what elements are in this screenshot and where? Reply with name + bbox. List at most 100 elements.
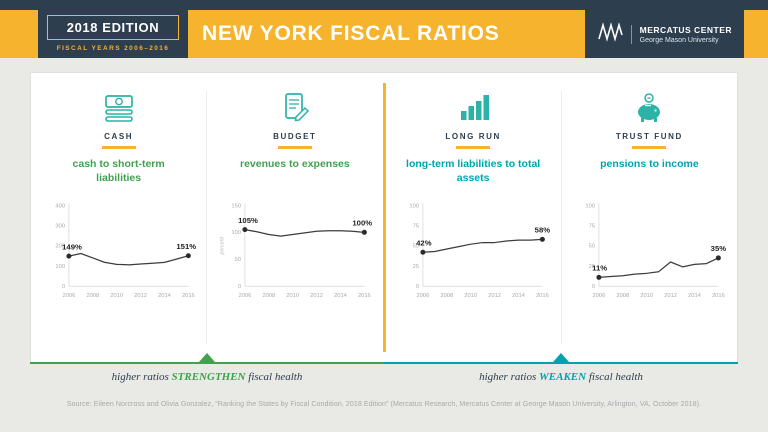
- svg-text:2012: 2012: [488, 293, 501, 299]
- weaken-half: LONG RUN long-term liabilities to total …: [386, 73, 738, 362]
- svg-text:2014: 2014: [334, 293, 348, 299]
- center-gold-divider: [382, 83, 386, 352]
- svg-text:25: 25: [413, 264, 419, 270]
- svg-text:58%: 58%: [535, 226, 551, 235]
- svg-text:100: 100: [55, 264, 65, 270]
- brand-text: MERCATUS CENTER George Mason University: [630, 24, 732, 44]
- line-chart-budget: 0 50 100 150 2006 2008 2010 2012 2014 2016 percent…: [216, 188, 374, 316]
- svg-text:0: 0: [238, 284, 241, 290]
- svg-text:100: 100: [231, 230, 241, 236]
- svg-text:2008: 2008: [86, 293, 99, 299]
- brand-name: MERCATUS CENTER: [639, 24, 732, 35]
- chart-title-budget: revenues to expenses: [240, 158, 350, 170]
- svg-text:2014: 2014: [158, 293, 172, 299]
- svg-text:2012: 2012: [310, 293, 323, 299]
- svg-text:2008: 2008: [262, 293, 275, 299]
- svg-text:105%: 105%: [238, 216, 258, 225]
- weaken-note-prefix: higher ratios: [479, 371, 539, 383]
- svg-text:11%: 11%: [593, 264, 608, 273]
- svg-text:2006: 2006: [238, 293, 251, 299]
- svg-text:2010: 2010: [110, 293, 123, 299]
- svg-text:50: 50: [589, 244, 595, 250]
- strengthen-note-emphasis: STRENGTHEN: [171, 371, 246, 383]
- svg-text:150: 150: [231, 203, 241, 209]
- strengthen-note-prefix: higher ratios: [111, 371, 172, 383]
- svg-text:2008: 2008: [617, 293, 630, 299]
- svg-text:2016: 2016: [358, 293, 371, 299]
- svg-text:100: 100: [586, 203, 596, 209]
- svg-text:50: 50: [413, 244, 419, 250]
- label-underline: [277, 146, 312, 149]
- svg-text:2014: 2014: [512, 293, 526, 299]
- svg-text:0: 0: [416, 284, 419, 290]
- weaken-note-suffix: fiscal health: [586, 371, 643, 383]
- bar-chart-icon: [386, 87, 561, 127]
- charts-card: CASH cash to short-term liabilities 0 100…: [30, 72, 738, 362]
- svg-text:0: 0: [592, 284, 595, 290]
- svg-text:2010: 2010: [464, 293, 477, 299]
- money-stack-icon: [31, 87, 206, 127]
- svg-text:50: 50: [235, 257, 241, 263]
- svg-text:400: 400: [55, 203, 65, 209]
- edition-box: 2018 EDITION FISCAL YEARS 2006–2016: [38, 8, 188, 58]
- svg-text:2016: 2016: [712, 293, 725, 299]
- panel-divider: [206, 91, 208, 344]
- fiscal-years-label: FISCAL YEARS 2006–2016: [56, 45, 170, 52]
- svg-text:25: 25: [589, 264, 595, 270]
- svg-text:2012: 2012: [665, 293, 678, 299]
- svg-text:200: 200: [55, 244, 65, 250]
- svg-text:2008: 2008: [441, 293, 454, 299]
- line-chart-long-run: 0 25 50 75 100 2006 2008 2010 2012 2014 2016 42% 58%: [394, 188, 552, 316]
- chart-title-cash: cash to short-term liabilities: [72, 158, 165, 184]
- footer-row: higher ratios STRENGTHEN fiscal health h…: [30, 362, 738, 383]
- svg-text:75: 75: [589, 223, 595, 229]
- source-citation: Source: Eileen Norcross and Olivia Gonza…: [66, 401, 702, 408]
- panel-cash: CASH cash to short-term liabilities 0 100…: [31, 73, 206, 362]
- panel-label-cash: CASH: [104, 132, 134, 141]
- svg-text:75: 75: [413, 223, 419, 229]
- label-underline: [456, 146, 491, 149]
- svg-text:149%: 149%: [62, 242, 82, 251]
- strengthen-half: CASH cash to short-term liabilities 0 100…: [31, 73, 383, 362]
- top-navy-strip: [0, 0, 768, 10]
- svg-text:151%: 151%: [176, 242, 196, 251]
- panel-long-run: LONG RUN long-term liabilities to total …: [386, 73, 561, 362]
- panel-label-budget: BUDGET: [273, 132, 317, 141]
- panel-divider: [560, 91, 562, 344]
- svg-text:0: 0: [61, 284, 64, 290]
- panel-label-long-run: LONG RUN: [445, 132, 501, 141]
- chart-title-long-run: long-term liabilities to total assets: [406, 158, 541, 184]
- svg-text:percent: percent: [220, 236, 226, 255]
- brand-box: MERCATUS CENTER George Mason University: [584, 10, 744, 58]
- panel-label-trust-fund: TRUST FUND: [615, 132, 683, 141]
- svg-text:100: 100: [410, 203, 420, 209]
- svg-text:2006: 2006: [593, 293, 606, 299]
- line-chart-cash: 0 100 200 300 400 2006 2008 2010 2012 2014 2016 149…: [40, 188, 198, 316]
- svg-text:2012: 2012: [134, 293, 147, 299]
- svg-text:35%: 35%: [711, 244, 727, 253]
- page-title: NEW YORK FISCAL RATIOS: [202, 22, 500, 45]
- edition-label: 2018 EDITION: [47, 15, 179, 40]
- piggy-bank-icon: [562, 87, 737, 127]
- svg-text:2016: 2016: [536, 293, 549, 299]
- weaken-note: higher ratios WEAKEN fiscal health: [384, 362, 738, 383]
- label-underline: [632, 146, 667, 149]
- budget-clipboard-icon: [207, 87, 382, 127]
- svg-text:2014: 2014: [688, 293, 702, 299]
- brand-subtitle: George Mason University: [639, 36, 719, 44]
- svg-text:42%: 42%: [416, 239, 432, 248]
- mercatus-logo-icon: [597, 21, 623, 47]
- chart-title-trust-fund: pensions to income: [600, 158, 699, 170]
- strengthen-note: higher ratios STRENGTHEN fiscal health: [30, 362, 384, 383]
- line-chart-trust-fund: 0 25 50 75 100 2006 2008 2010 2012 2014 2016 11% 35%: [570, 188, 728, 316]
- weaken-note-emphasis: WEAKEN: [539, 371, 587, 383]
- svg-text:2010: 2010: [641, 293, 654, 299]
- svg-text:2016: 2016: [182, 293, 195, 299]
- label-underline: [101, 146, 136, 149]
- svg-text:2006: 2006: [62, 293, 75, 299]
- svg-text:100%: 100%: [352, 219, 372, 228]
- svg-text:300: 300: [55, 223, 65, 229]
- panel-trust-fund: TRUST FUND pensions to income 0 25 50 75 100…: [562, 73, 737, 362]
- svg-text:2006: 2006: [417, 293, 430, 299]
- strengthen-note-suffix: fiscal health: [245, 371, 303, 383]
